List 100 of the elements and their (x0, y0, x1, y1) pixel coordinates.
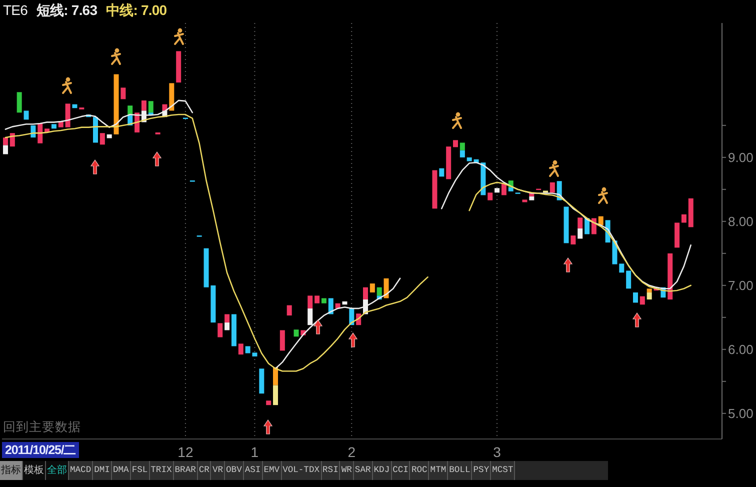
bar (376, 287, 382, 296)
text: ROC (410, 461, 430, 480)
bar (148, 101, 154, 113)
text: BOLL (448, 461, 472, 480)
bar (224, 322, 230, 330)
bar (578, 228, 583, 239)
bar (128, 106, 133, 116)
bar (501, 184, 506, 196)
text: KDJ (372, 461, 392, 480)
text: 2011/10/25/二 (2, 442, 80, 458)
text: MCST (491, 461, 516, 480)
bar (619, 264, 624, 273)
bar (176, 51, 182, 83)
bar (626, 270, 632, 289)
text: BRAR (174, 461, 198, 480)
bar (439, 168, 444, 177)
bar (65, 104, 70, 128)
bar (169, 83, 174, 111)
bar (453, 140, 458, 148)
text: 模板 (23, 461, 46, 480)
x-tick-label: 3 (493, 444, 502, 460)
bar (141, 100, 146, 111)
bar (384, 278, 389, 298)
bar (460, 142, 465, 150)
bar (328, 298, 334, 314)
bar (522, 200, 528, 202)
bar (3, 145, 8, 154)
bar (238, 344, 244, 355)
bar (224, 314, 230, 323)
text: RSI (322, 461, 340, 480)
bar (314, 296, 320, 304)
bar (114, 74, 119, 134)
bar (564, 206, 569, 244)
text: FSL (130, 461, 150, 480)
bar (286, 305, 292, 316)
bar (273, 367, 278, 386)
bar (100, 133, 105, 145)
bar (674, 222, 680, 248)
bar (432, 170, 438, 209)
annotation: 回到主要数据 (3, 419, 81, 436)
bar (72, 104, 78, 108)
bar (466, 157, 472, 162)
bar (446, 146, 452, 180)
y-tick-label: 7.00 (728, 278, 754, 294)
chart-title: TE6 (3, 2, 28, 18)
bar (529, 196, 534, 200)
bar (646, 292, 652, 300)
bar (460, 150, 465, 158)
bar (570, 235, 576, 244)
bar (688, 198, 694, 228)
bar (646, 288, 652, 292)
bar (3, 138, 8, 146)
text: TRIX (150, 461, 174, 480)
x-tick-label: 1 (250, 444, 259, 460)
bar (51, 124, 56, 129)
text: MTM (429, 461, 448, 480)
y-tick-label: 5.00 (728, 406, 754, 422)
bar (218, 323, 223, 338)
bar (550, 182, 555, 193)
text: CR (198, 461, 212, 480)
text: MACD (69, 461, 94, 480)
x-tick-label: 12 (178, 444, 194, 460)
text: OBV (225, 461, 244, 480)
bar (308, 296, 313, 308)
y-tick-label: 6.00 (728, 342, 754, 358)
bar (308, 308, 313, 326)
y-tick-label: 8.00 (728, 214, 754, 230)
bar (266, 400, 272, 406)
text: PSY (472, 461, 492, 480)
text: VOL-TDX (282, 461, 322, 480)
text: 指标 (0, 461, 23, 480)
bar (321, 298, 326, 304)
bar (120, 88, 126, 100)
bar (10, 133, 15, 147)
bar (93, 117, 98, 143)
bar (488, 192, 493, 200)
bar (259, 368, 264, 394)
text: CCI (392, 461, 410, 480)
bar (363, 287, 368, 300)
bar (16, 92, 22, 113)
text: SAR (354, 461, 373, 480)
bar (633, 292, 638, 303)
bar (280, 330, 285, 351)
text: DMA (112, 461, 131, 480)
bar (370, 283, 375, 292)
bar (668, 253, 673, 300)
bar (231, 314, 236, 346)
text: 全部 (46, 461, 69, 480)
text: ASI (244, 461, 263, 480)
bar (578, 218, 583, 228)
text: WR (340, 461, 354, 480)
bar (598, 216, 604, 226)
bar (294, 330, 299, 337)
text: VR (211, 461, 226, 480)
text: DMI (93, 461, 112, 480)
bar (24, 110, 29, 120)
text: 短线: 7.63 (36, 2, 98, 20)
text: 中线: 7.00 (106, 2, 167, 20)
bar (273, 385, 278, 406)
x-tick-label: 2 (348, 444, 356, 460)
